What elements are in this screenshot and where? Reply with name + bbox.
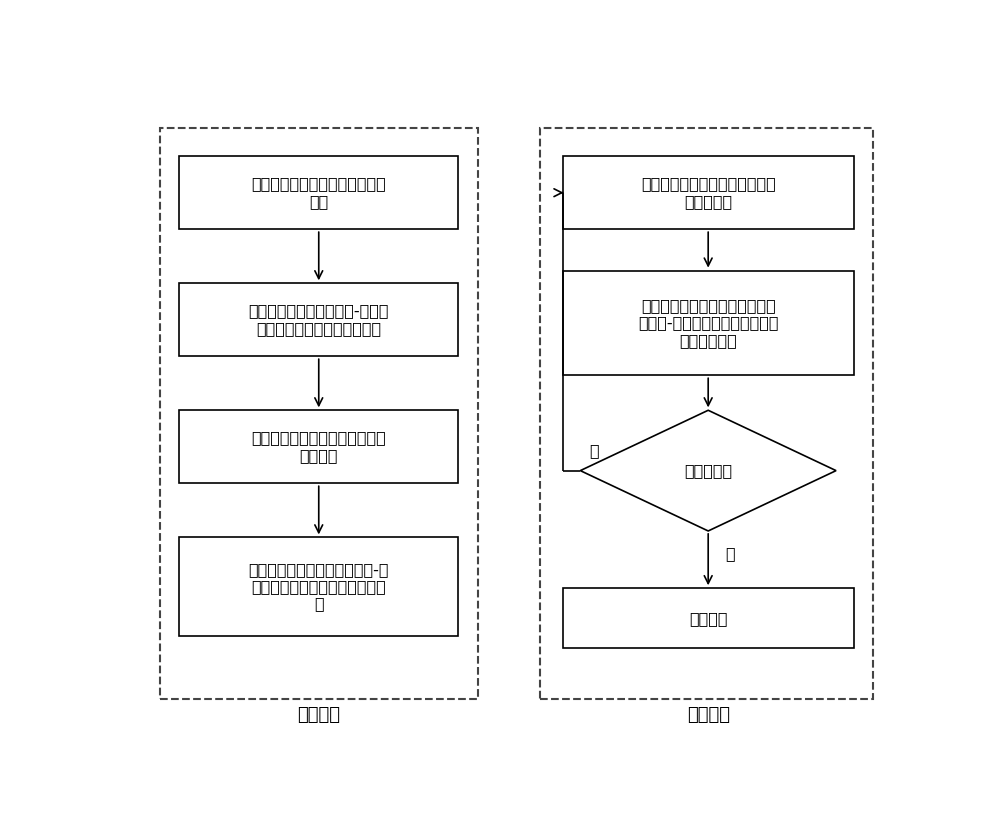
FancyBboxPatch shape [179, 156, 458, 229]
Text: 在线采集变压器运行过程中产生
的新的数据: 在线采集变压器运行过程中产生 的新的数据 [641, 177, 776, 209]
Text: 是否故障？: 是否故障？ [684, 463, 732, 478]
Text: 构造基于鲁棒多核极限学习机-自
编码器的配电变压器故障检测模
型: 构造基于鲁棒多核极限学习机-自 编码器的配电变压器故障检测模 型 [248, 562, 389, 611]
FancyBboxPatch shape [563, 156, 854, 229]
Text: 是: 是 [726, 545, 735, 561]
Text: 在线监测: 在线监测 [687, 706, 730, 724]
Polygon shape [580, 410, 836, 531]
FancyBboxPatch shape [179, 410, 458, 483]
FancyBboxPatch shape [563, 588, 854, 648]
FancyBboxPatch shape [563, 271, 854, 375]
Text: 否: 否 [589, 443, 599, 458]
Text: 离线采集变压器正常状态的历史
数据: 离线采集变压器正常状态的历史 数据 [251, 177, 386, 209]
Text: 故障报警: 故障报警 [689, 610, 727, 626]
FancyBboxPatch shape [179, 537, 458, 636]
Text: 构造基于鲁棒极限学习机-自编码
器的配电变压器故障检测模型: 构造基于鲁棒极限学习机-自编码 器的配电变压器故障检测模型 [248, 304, 389, 336]
Text: 输入已建立的基于鲁棒多核极限
学习机-自动编码器的配电变压器
故障检测模型: 输入已建立的基于鲁棒多核极限 学习机-自动编码器的配电变压器 故障检测模型 [638, 298, 778, 348]
Text: 构建多核核函数用于网络隐含层
特征映射: 构建多核核函数用于网络隐含层 特征映射 [251, 431, 386, 463]
FancyBboxPatch shape [179, 283, 458, 356]
Text: 建立模型: 建立模型 [297, 706, 340, 724]
